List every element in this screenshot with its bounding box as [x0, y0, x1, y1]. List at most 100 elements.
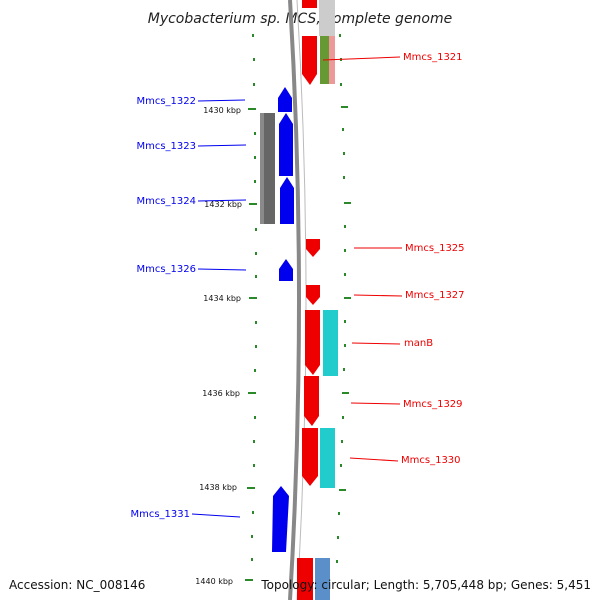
- gene-mmcs-1327: [306, 285, 320, 305]
- tick-mark: [337, 536, 339, 539]
- gene-mmcs-1325: [306, 239, 320, 257]
- tick-mark: [342, 416, 344, 419]
- gene-manb: [305, 310, 320, 375]
- tick-mark: [251, 558, 253, 561]
- tick-mark: [255, 252, 257, 255]
- kbp-labels: 1430 kbp 1432 kbp 1434 kbp 1436 kbp 1438…: [195, 106, 242, 586]
- gene-mmcs-1321: [302, 36, 317, 85]
- kbp-label: 1438 kbp: [199, 483, 237, 492]
- gene-mmcs-1326: [279, 259, 293, 281]
- tick-mark: [344, 225, 346, 228]
- gene-mmcs-1330: [302, 428, 318, 486]
- tick-mark: [255, 345, 257, 348]
- tick-mark: [252, 511, 254, 514]
- tick-mark: [254, 132, 256, 135]
- leader-line: [197, 99, 246, 102]
- leader-line: [197, 268, 247, 271]
- gene-label-mmcs-1330: Mmcs_1330: [401, 455, 461, 466]
- leader-line: [197, 199, 247, 202]
- steelblue-feature: [315, 558, 330, 600]
- tick-mark: [254, 416, 256, 419]
- tick-mark: [342, 128, 344, 131]
- tick-mark: [343, 152, 345, 155]
- tick-mark: [342, 392, 349, 394]
- tick-mark: [253, 83, 255, 86]
- leader-line: [322, 56, 401, 61]
- gene-label-mmcs-1326: Mmcs_1326: [136, 264, 196, 275]
- gene-labels: Mmcs_1321 Mmcs_1322 Mmcs_1323 Mmcs_1324 …: [130, 52, 464, 520]
- tick-mark: [343, 368, 345, 371]
- outer-tick-track-right: [336, 34, 351, 563]
- kbp-label: 1434 kbp: [203, 294, 241, 303]
- gene-mmcs-1331: [272, 486, 289, 552]
- tick-mark: [339, 34, 341, 37]
- reverse-strand-features: [260, 87, 294, 552]
- tick-mark: [336, 560, 338, 563]
- gene-label-mmcs-1325: Mmcs_1325: [405, 243, 465, 254]
- leader-line: [350, 402, 401, 405]
- tick-mark: [253, 58, 255, 61]
- accession-text: Accession: NC_008146: [9, 578, 146, 592]
- leader-line: [191, 513, 241, 518]
- outer-tick-track-left: [245, 34, 257, 581]
- tick-mark: [247, 487, 255, 489]
- tick-mark: [338, 512, 340, 515]
- kbp-label: 1436 kbp: [202, 389, 240, 398]
- gene-top-partial: [302, 0, 317, 8]
- rna-feature: [323, 310, 338, 376]
- genome-backbone: [288, 0, 307, 600]
- tick-mark: [344, 202, 351, 204]
- leader-line: [353, 294, 403, 297]
- tick-mark: [248, 392, 256, 394]
- leader-lines: [191, 56, 403, 518]
- gene-label-manb: manB: [404, 338, 433, 349]
- gene-mmcs-1324: [280, 177, 294, 224]
- rna-feature: [320, 428, 335, 488]
- tick-mark: [249, 297, 257, 299]
- gene-bottom-partial: [297, 558, 313, 600]
- tick-mark: [344, 320, 346, 323]
- tick-mark: [344, 249, 346, 252]
- tick-mark: [252, 34, 254, 37]
- backbone-arc: [288, 0, 301, 600]
- tick-mark: [341, 440, 343, 443]
- tick-mark: [245, 579, 253, 581]
- gray-feature-highlight: [260, 113, 264, 224]
- topology-text: Topology: circular; Length: 5,705,448 bp…: [261, 578, 591, 592]
- kbp-label: 1440 kbp: [195, 577, 233, 586]
- tick-mark: [344, 273, 346, 276]
- tick-mark: [253, 440, 255, 443]
- tick-mark: [255, 275, 257, 278]
- gene-label-mmcs-1321: Mmcs_1321: [403, 52, 463, 63]
- tick-mark: [251, 535, 253, 538]
- leader-line: [197, 144, 247, 147]
- map-title: Mycobacterium sp. MCS, complete genome: [148, 11, 453, 27]
- tick-mark: [343, 176, 345, 179]
- tick-mark: [254, 180, 256, 183]
- tick-mark: [340, 464, 342, 467]
- tick-mark: [339, 489, 346, 491]
- tick-mark: [254, 369, 256, 372]
- gene-label-mmcs-1322: Mmcs_1322: [136, 96, 196, 107]
- gene-mmcs-1322: [278, 87, 292, 112]
- gene-label-mmcs-1324: Mmcs_1324: [136, 196, 196, 207]
- tick-mark: [255, 228, 257, 231]
- kbp-label: 1432 kbp: [204, 200, 242, 209]
- tick-mark: [248, 108, 256, 110]
- gene-label-mmcs-1323: Mmcs_1323: [136, 141, 196, 152]
- gene-mmcs-1323: [279, 113, 293, 176]
- forward-strand-features: [297, 0, 338, 600]
- gene-label-mmcs-1329: Mmcs_1329: [403, 399, 463, 410]
- gene-label-mmcs-1331: Mmcs_1331: [130, 509, 190, 520]
- leader-line: [349, 457, 399, 462]
- tick-mark: [344, 344, 346, 347]
- tick-mark: [255, 321, 257, 324]
- tick-mark: [340, 83, 342, 86]
- tick-mark: [253, 464, 255, 467]
- gene-mmcs-1329: [304, 376, 319, 426]
- tick-mark: [341, 106, 348, 108]
- tick-mark: [254, 156, 256, 159]
- leader-line: [351, 342, 401, 345]
- gray-feature-top: [319, 0, 335, 36]
